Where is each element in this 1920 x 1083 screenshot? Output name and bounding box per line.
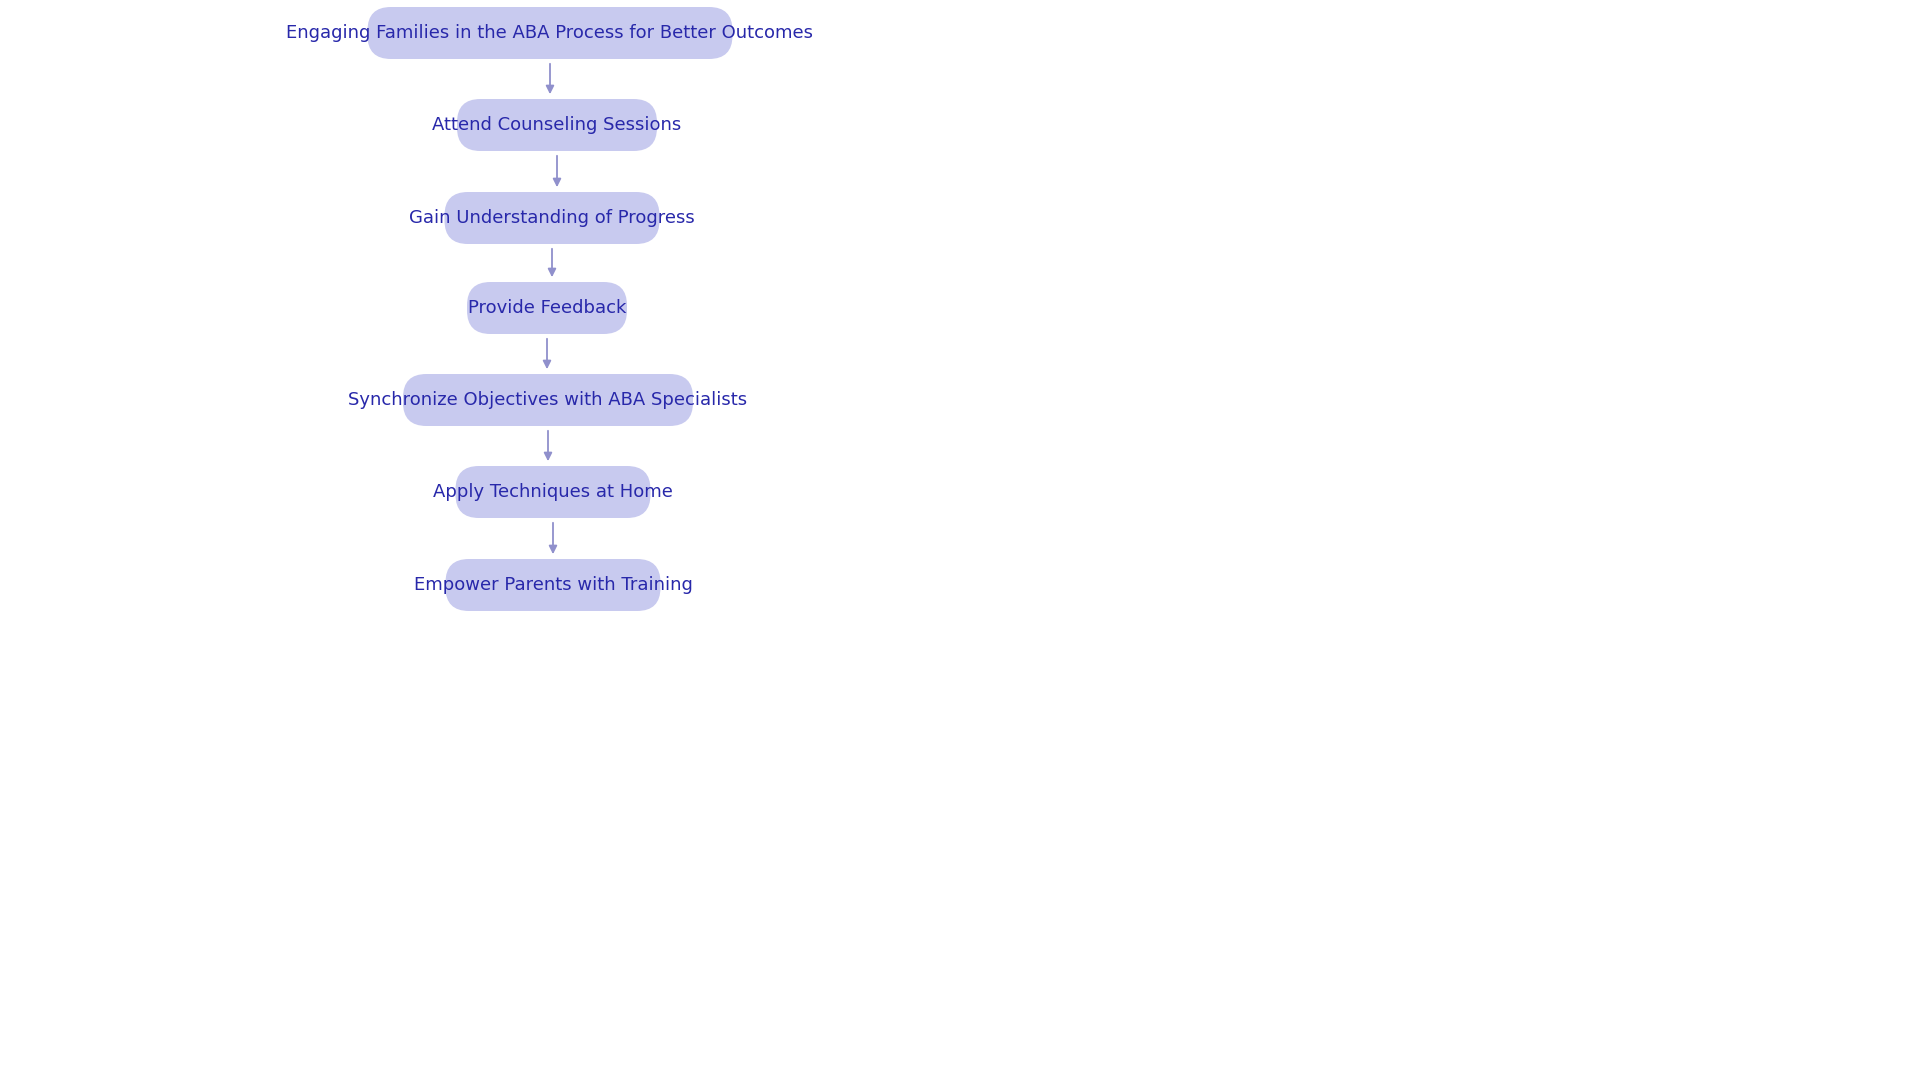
Text: Provide Feedback: Provide Feedback	[468, 299, 626, 317]
Text: Attend Counseling Sessions: Attend Counseling Sessions	[432, 116, 682, 134]
FancyBboxPatch shape	[455, 466, 651, 518]
Text: Gain Understanding of Progress: Gain Understanding of Progress	[409, 209, 695, 227]
FancyBboxPatch shape	[457, 99, 657, 151]
FancyBboxPatch shape	[367, 6, 733, 58]
Text: Apply Techniques at Home: Apply Techniques at Home	[434, 483, 672, 501]
FancyBboxPatch shape	[445, 559, 660, 611]
Text: Synchronize Objectives with ABA Specialists: Synchronize Objectives with ABA Speciali…	[348, 391, 747, 409]
FancyBboxPatch shape	[445, 192, 659, 244]
FancyBboxPatch shape	[467, 282, 628, 334]
Text: Empower Parents with Training: Empower Parents with Training	[413, 576, 693, 593]
Text: Engaging Families in the ABA Process for Better Outcomes: Engaging Families in the ABA Process for…	[286, 24, 814, 42]
FancyBboxPatch shape	[403, 374, 693, 426]
